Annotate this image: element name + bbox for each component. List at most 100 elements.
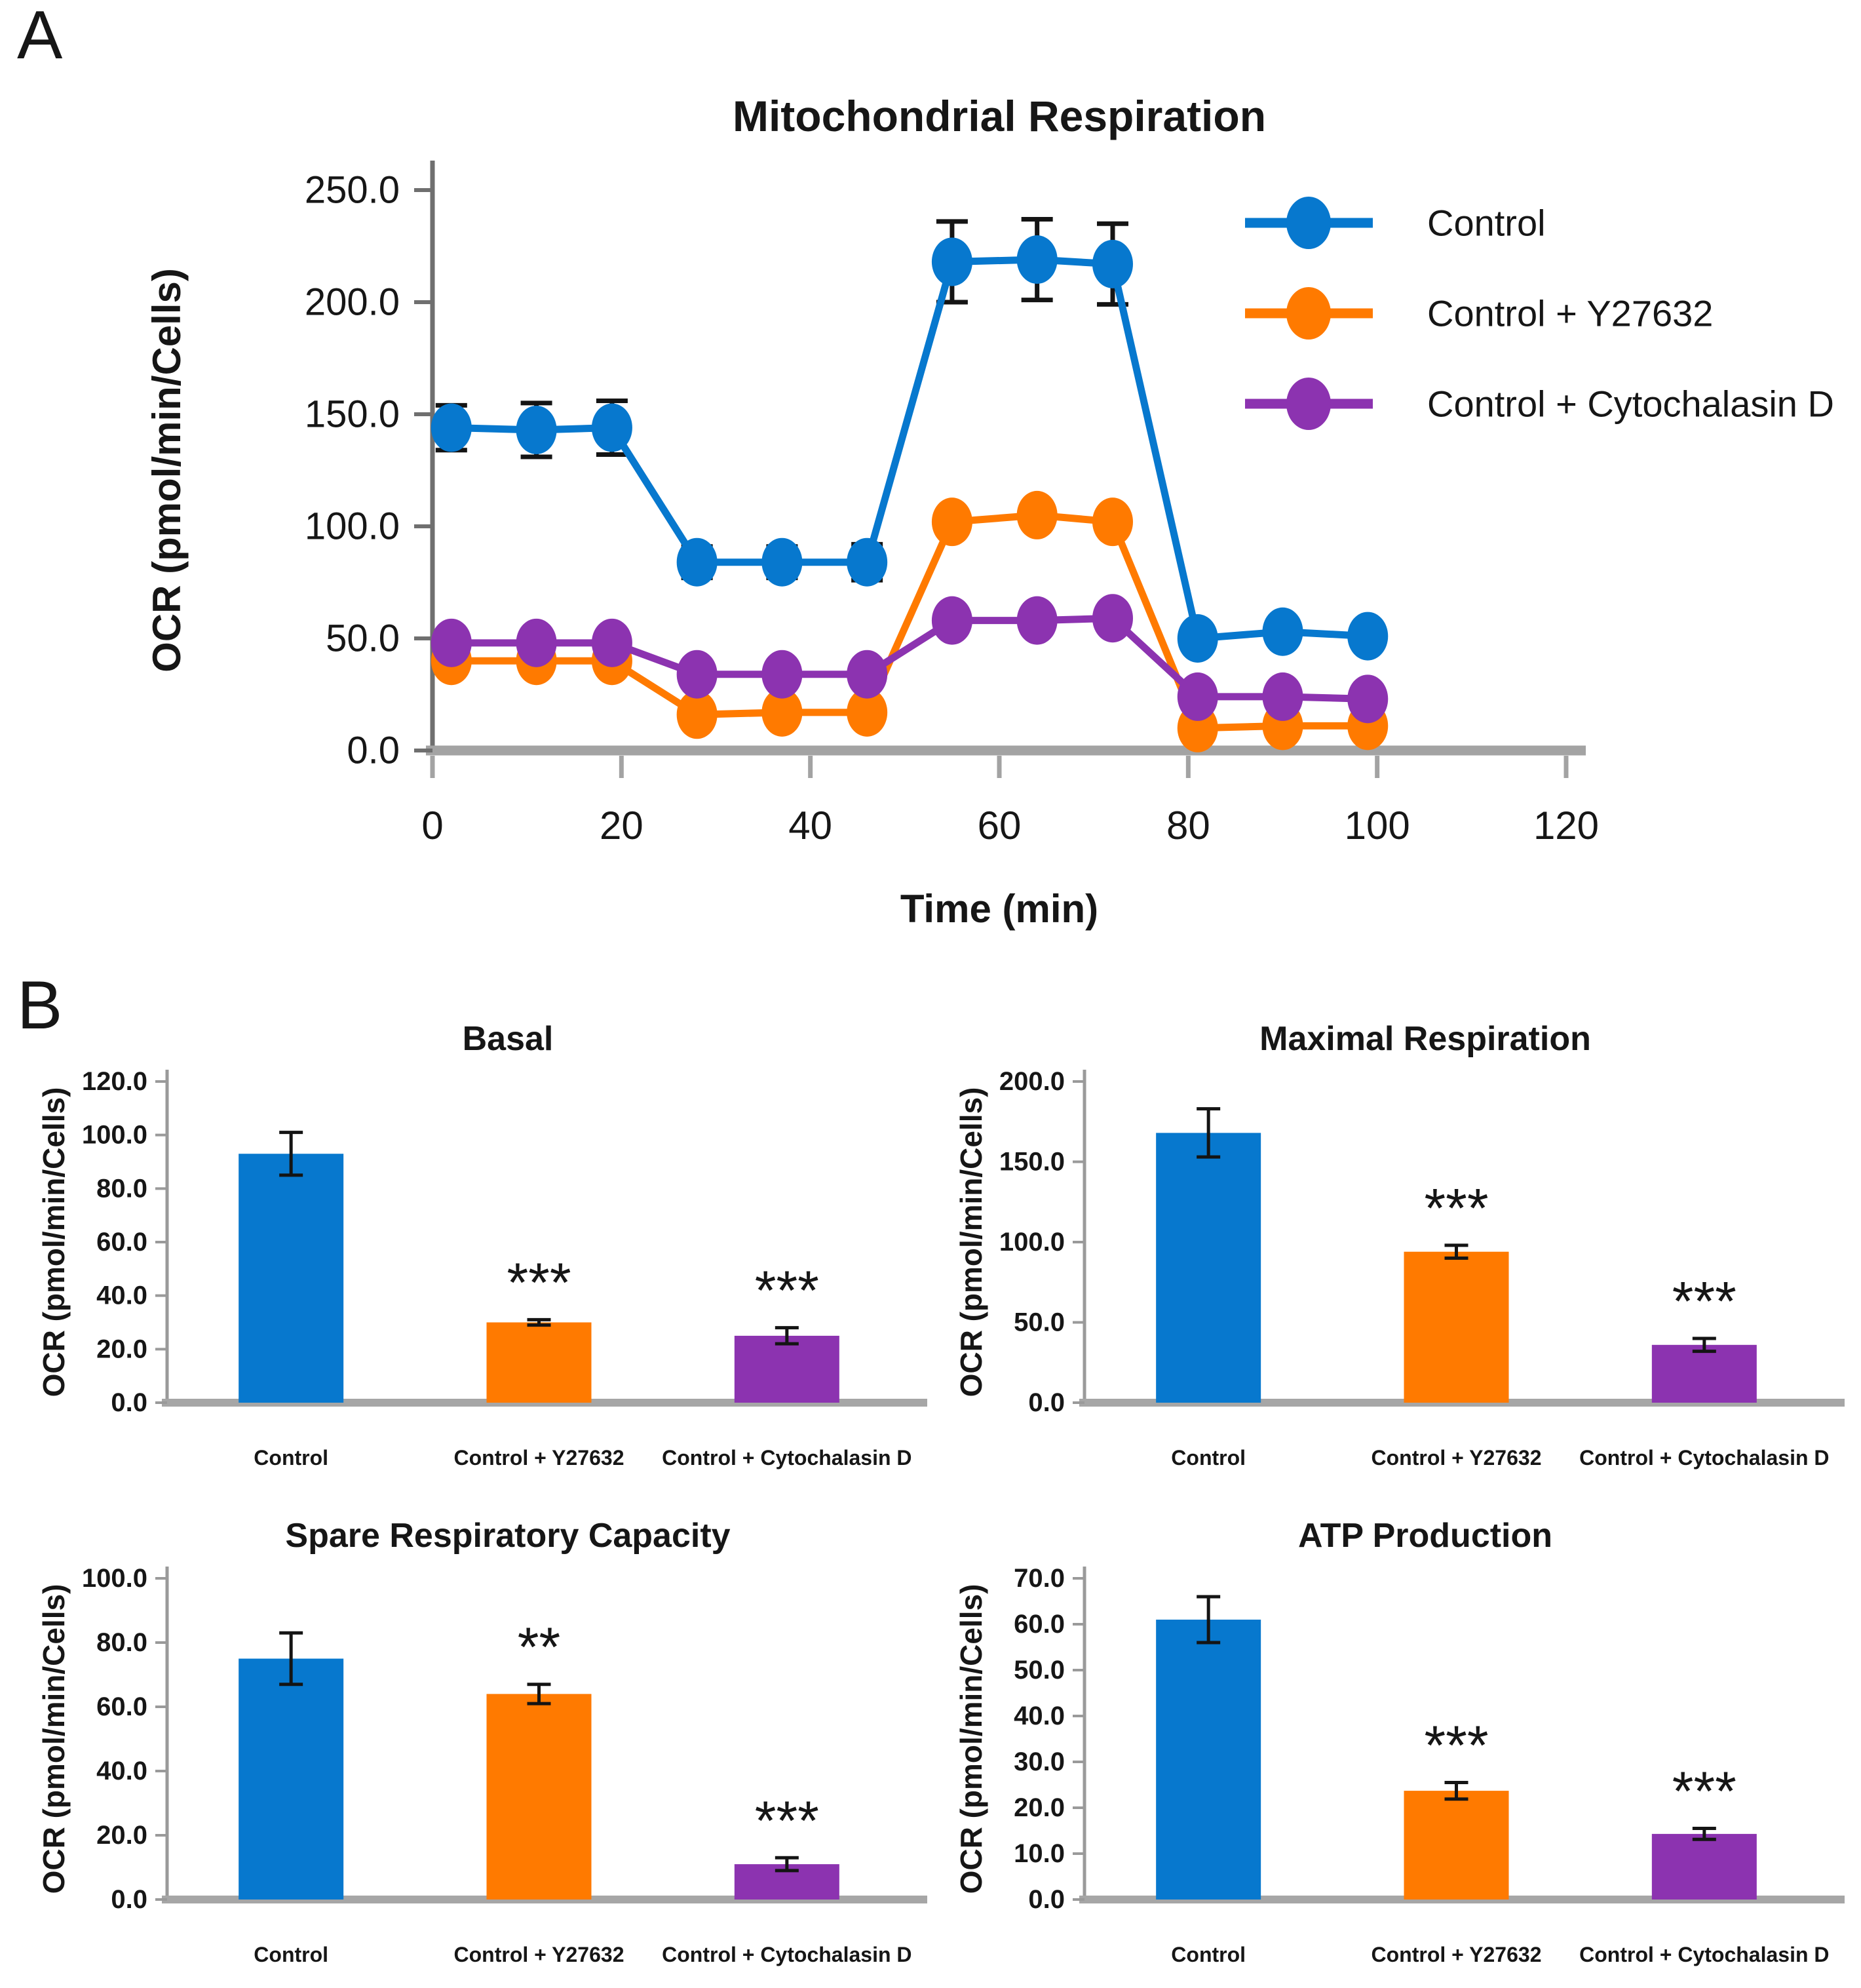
data-point-marker — [676, 537, 718, 587]
data-point-marker — [931, 497, 972, 547]
category-label: Control + Cytochalasin D — [662, 1943, 911, 1966]
y-axis-label: OCR (pmol/min/Cells) — [37, 1087, 71, 1397]
chart-title: Basal — [463, 1020, 554, 1058]
bar-purple — [1651, 1344, 1757, 1403]
y-tick-label: 30.0 — [1014, 1747, 1065, 1776]
legend-item-label: Control + Y27632 — [1427, 293, 1713, 334]
panel-a-label: A — [17, 0, 63, 73]
bar-purple — [1651, 1833, 1757, 1900]
legend-marker-icon — [1286, 287, 1331, 340]
data-point-marker — [591, 618, 632, 667]
significance-marker: *** — [507, 1251, 571, 1313]
y-axis-label: OCR (pmol/min/Cells) — [954, 1584, 988, 1894]
data-point-marker — [591, 403, 632, 452]
bar-blue — [1156, 1620, 1261, 1900]
x-tick-label: 0 — [421, 804, 443, 848]
x-tick-label: 120 — [1533, 804, 1599, 848]
category-label: Control — [254, 1446, 328, 1470]
data-point-marker — [1177, 672, 1218, 721]
y-tick-label: 50.0 — [1014, 1656, 1065, 1685]
series-line-blue — [451, 256, 1368, 642]
y-tick-label: 60.0 — [96, 1228, 147, 1257]
bar-chart-canvas: ATP Production 0.0 10.0 20.0 30.0 40.0 50.0 60.… — [954, 1517, 1845, 1966]
category-label: Control + Y27632 — [1372, 1943, 1542, 1966]
data-point-marker — [847, 537, 888, 587]
category-label: Control + Y27632 — [454, 1943, 624, 1966]
y-tick-label: 80.0 — [96, 1628, 147, 1657]
data-point-marker — [1016, 490, 1058, 539]
bar-orange — [486, 1322, 592, 1403]
y-tick-label: 100.0 — [305, 505, 400, 548]
bar-chart-canvas: Spare Respiratory Capacity 0.0 20.0 40.0 60.… — [37, 1517, 927, 1966]
x-tick-label: 40 — [788, 804, 832, 848]
significance-marker: *** — [1424, 1177, 1488, 1239]
y-tick-label: 50.0 — [326, 617, 400, 660]
data-point-marker — [847, 650, 888, 699]
data-point-marker — [761, 650, 803, 699]
y-axis-label: OCR (pmol/min/Cells) — [954, 1087, 988, 1397]
y-axis-label: OCR (pmol/min/Cells) — [37, 1584, 71, 1894]
chart-title: Spare Respiratory Capacity — [285, 1517, 730, 1555]
significance-marker: *** — [1424, 1715, 1488, 1776]
bar-orange — [1404, 1251, 1509, 1403]
category-label: Control + Y27632 — [454, 1446, 624, 1470]
data-point-marker — [676, 690, 718, 739]
y-tick-label: 0.0 — [347, 730, 400, 772]
y-tick-label: 250.0 — [305, 169, 400, 212]
y-tick-label: 150.0 — [305, 393, 400, 436]
chart-title: Maximal Respiration — [1259, 1020, 1591, 1058]
data-point-marker — [1347, 612, 1389, 661]
maximal-respiration-chart: Maximal Respiration 0.0 50.0 100.0 150.0 200.… — [944, 1003, 1848, 1491]
y-tick-label: 20.0 — [96, 1821, 147, 1850]
bar-blue — [1156, 1133, 1261, 1403]
y-tick-label: 70.0 — [1014, 1564, 1065, 1593]
data-point-marker — [516, 405, 557, 454]
data-point-marker — [931, 596, 972, 645]
category-label: Control — [254, 1943, 328, 1966]
spare-respiratory-capacity-chart: Spare Respiratory Capacity 0.0 20.0 40.0 60.… — [26, 1500, 930, 1988]
data-point-marker — [1016, 596, 1058, 645]
y-tick-label: 60.0 — [96, 1692, 147, 1721]
data-point-marker — [1016, 235, 1058, 284]
bar-orange — [486, 1694, 592, 1900]
significance-marker: *** — [1672, 1270, 1736, 1332]
category-label: Control — [1171, 1446, 1246, 1470]
bar-blue — [239, 1658, 344, 1900]
y-tick-label: 100.0 — [82, 1121, 147, 1150]
mitochondrial-respiration-chart: Mitochondrial Respiration 0.0 50.0 100.0 150… — [118, 39, 1835, 931]
data-point-marker — [1092, 594, 1133, 643]
significance-marker: *** — [755, 1789, 819, 1851]
data-point-marker — [1177, 614, 1218, 663]
legend-marker-icon — [1286, 197, 1331, 249]
y-tick-label: 40.0 — [1014, 1702, 1065, 1730]
y-tick-label: 100.0 — [82, 1564, 147, 1593]
bar-orange — [1404, 1791, 1509, 1900]
basal-chart: Basal 0.0 20.0 40.0 60.0 80.0 100.0 120.0 OCR (p… — [26, 1003, 930, 1491]
category-label: Control — [1171, 1943, 1246, 1966]
category-label: Control + Cytochalasin D — [662, 1446, 911, 1470]
y-tick-label: 50.0 — [1014, 1308, 1065, 1337]
bar-chart-canvas: Maximal Respiration 0.0 50.0 100.0 150.0 200.… — [954, 1020, 1845, 1470]
data-point-marker — [761, 537, 803, 587]
legend-item-label: Control + Cytochalasin D — [1427, 383, 1834, 425]
bar-purple — [734, 1335, 839, 1403]
x-axis-label: Time (min) — [900, 887, 1098, 931]
significance-marker: *** — [755, 1260, 819, 1321]
y-tick-label: 120.0 — [82, 1067, 147, 1096]
significance-marker: ** — [518, 1616, 560, 1678]
atp-production-chart: ATP Production 0.0 10.0 20.0 30.0 40.0 50.0 60.… — [944, 1500, 1848, 1988]
x-tick-label: 20 — [600, 804, 643, 848]
y-tick-label: 0.0 — [1028, 1388, 1065, 1417]
y-tick-label: 20.0 — [96, 1335, 147, 1363]
y-tick-label: 80.0 — [96, 1174, 147, 1203]
y-tick-label: 0.0 — [111, 1388, 147, 1417]
y-tick-label: 40.0 — [96, 1757, 147, 1785]
category-label: Control + Cytochalasin D — [1579, 1943, 1829, 1966]
data-point-marker — [1347, 674, 1389, 724]
data-point-marker — [516, 618, 557, 667]
legend-item-label: Control — [1427, 203, 1546, 244]
y-tick-label: 150.0 — [999, 1148, 1065, 1177]
y-tick-label: 60.0 — [1014, 1610, 1065, 1639]
data-point-marker — [1262, 672, 1303, 721]
